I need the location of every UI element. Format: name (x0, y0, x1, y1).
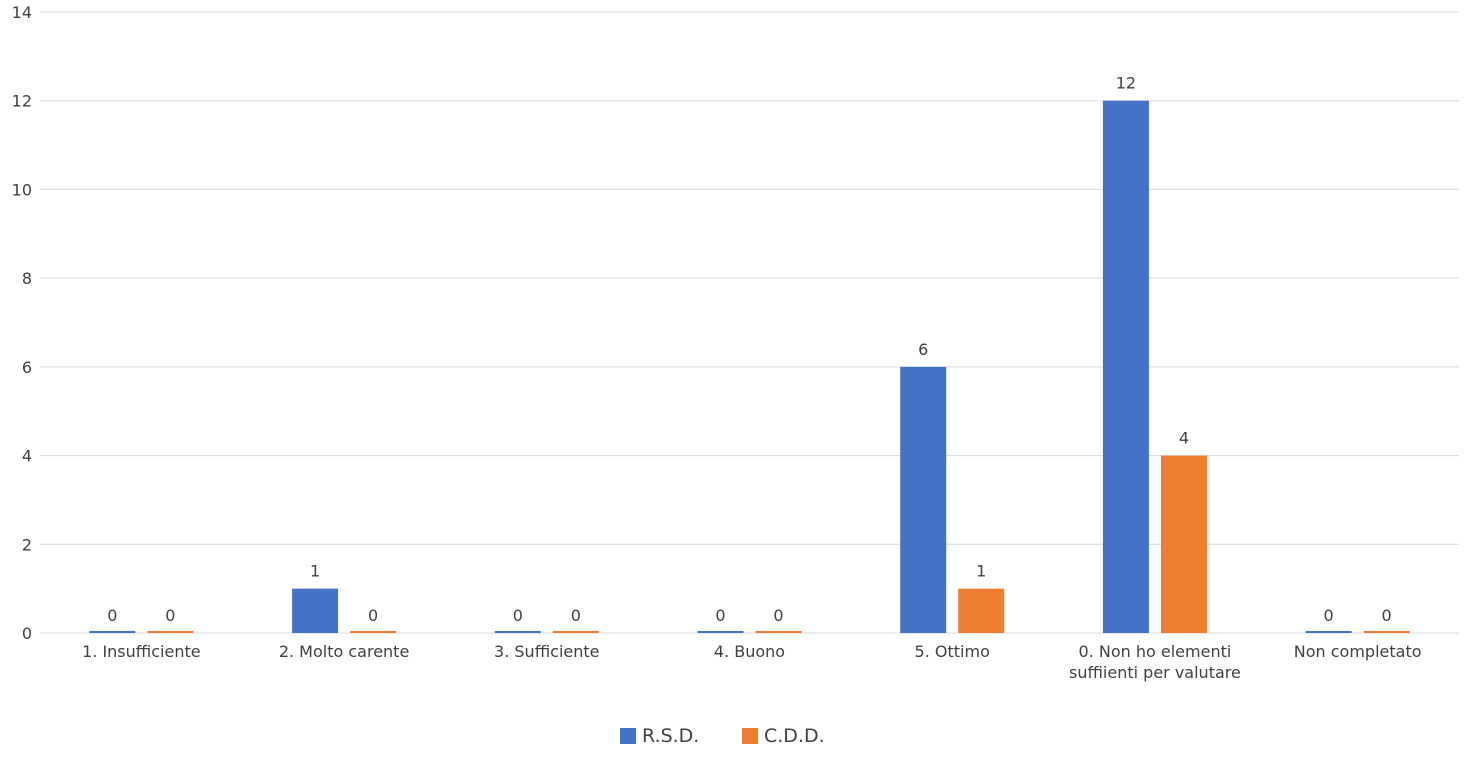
data-label: 0 (368, 606, 378, 625)
x-tick-label: 1. Insufficiente (82, 642, 201, 661)
legend-swatch (620, 728, 636, 744)
bar-cdd (1160, 455, 1207, 633)
legend-swatch (742, 728, 758, 744)
y-tick-label: 2 (22, 535, 32, 554)
bar-rsd (900, 366, 947, 633)
gridlines (40, 11, 1459, 634)
data-label: 0 (571, 606, 581, 625)
data-label: 0 (773, 606, 783, 625)
bar-cdd (958, 588, 1005, 633)
data-labels: 0 0 1 0 0 0 0 0 6 1 12 4 0 0 (107, 74, 1391, 625)
x-tick-label: 5. Ottimo (915, 642, 990, 661)
data-label: 0 (107, 606, 117, 625)
x-axis-ticks: 1. Insufficiente 2. Molto carente 3. Suffi… (82, 642, 1421, 682)
bars (89, 100, 1410, 633)
data-label: 0 (1324, 606, 1334, 625)
x-tick-label: Non completato (1294, 642, 1422, 661)
bar-rsd (494, 631, 541, 633)
legend-label: R.S.D. (642, 725, 699, 747)
bar-rsd (1305, 631, 1352, 633)
data-label: 0 (1382, 606, 1392, 625)
y-axis-ticks: 0 2 4 6 8 10 12 14 (12, 3, 32, 643)
bar-cdd (1363, 631, 1410, 633)
x-tick-label: 4. Buono (714, 642, 785, 661)
data-label: 0 (715, 606, 725, 625)
y-tick-label: 14 (12, 3, 32, 22)
data-label: 0 (165, 606, 175, 625)
data-label: 12 (1116, 74, 1136, 93)
y-tick-label: 6 (22, 358, 32, 377)
data-label: 6 (918, 340, 928, 359)
x-tick-label: 2. Molto carente (279, 642, 409, 661)
x-tick-label: 0. Non ho elementi suffiienti per valutar… (1069, 642, 1241, 682)
y-tick-label: 0 (22, 624, 32, 643)
data-label: 4 (1179, 429, 1189, 448)
bar-cdd (147, 631, 194, 633)
data-label: 1 (976, 562, 986, 581)
bar-rsd (89, 631, 136, 633)
x-tick-label: 3. Sufficiente (494, 642, 599, 661)
legend-label: C.D.D. (764, 725, 825, 747)
y-tick-label: 4 (22, 447, 32, 466)
bar-rsd (1102, 100, 1149, 633)
bar-cdd (755, 631, 802, 633)
bar-cdd (552, 631, 599, 633)
bar-cdd (350, 631, 397, 633)
bar-rsd (292, 588, 339, 633)
data-label: 0 (513, 606, 523, 625)
y-tick-label: 10 (12, 180, 32, 199)
legend: R.S.D. C.D.D. (620, 725, 825, 747)
data-label: 1 (310, 562, 320, 581)
y-tick-label: 12 (12, 92, 32, 111)
y-tick-label: 8 (22, 269, 32, 288)
bar-rsd (697, 631, 744, 633)
